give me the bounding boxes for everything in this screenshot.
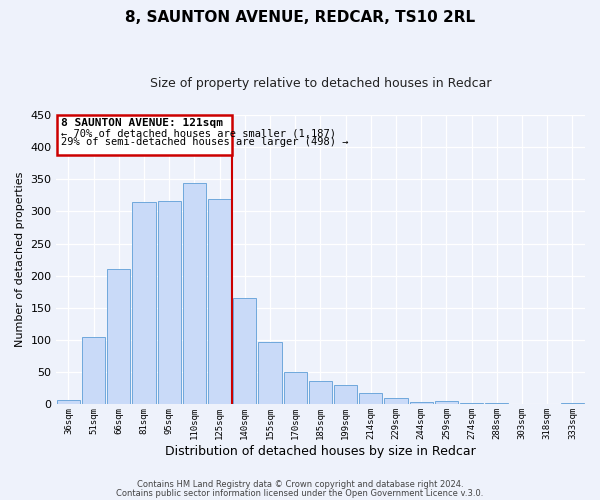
Bar [183, 182, 206, 404]
Text: ← 70% of detached houses are smaller (1,187): ← 70% of detached houses are smaller (1,… [61, 128, 336, 138]
Text: 8, SAUNTON AVENUE, REDCAR, TS10 2RL: 8, SAUNTON AVENUE, REDCAR, TS10 2RL [125, 10, 475, 25]
Bar [359, 393, 382, 404]
Bar [410, 402, 433, 404]
X-axis label: Distribution of detached houses by size in Redcar: Distribution of detached houses by size … [165, 444, 476, 458]
Y-axis label: Number of detached properties: Number of detached properties [15, 172, 25, 348]
Bar [57, 400, 80, 404]
Bar [385, 398, 407, 404]
Bar [133, 202, 155, 404]
Text: Contains HM Land Registry data © Crown copyright and database right 2024.: Contains HM Land Registry data © Crown c… [137, 480, 463, 489]
Bar [208, 198, 231, 404]
Bar [82, 336, 105, 404]
Bar [334, 384, 357, 404]
Bar [435, 400, 458, 404]
Text: 8 SAUNTON AVENUE: 121sqm: 8 SAUNTON AVENUE: 121sqm [61, 118, 223, 128]
Bar [158, 201, 181, 404]
Bar [233, 298, 256, 404]
Bar [284, 372, 307, 404]
Bar [259, 342, 281, 404]
Text: 29% of semi-detached houses are larger (498) →: 29% of semi-detached houses are larger (… [61, 137, 349, 147]
Text: Contains public sector information licensed under the Open Government Licence v.: Contains public sector information licen… [116, 488, 484, 498]
Bar [57, 116, 232, 155]
Bar [107, 269, 130, 404]
Bar [309, 381, 332, 404]
Title: Size of property relative to detached houses in Redcar: Size of property relative to detached ho… [149, 78, 491, 90]
